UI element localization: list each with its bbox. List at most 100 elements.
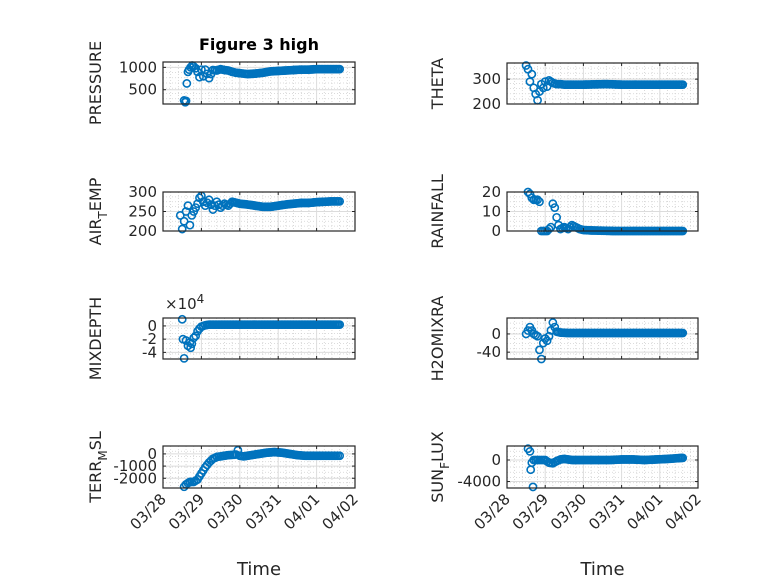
x-tick-label: 03/29 — [509, 490, 552, 533]
y-tick-label: 20 — [482, 183, 501, 201]
data-point — [231, 450, 241, 459]
data-point — [185, 220, 195, 230]
y-tick-label: 250 — [128, 203, 157, 221]
data-point — [179, 353, 189, 363]
x-axis-label: Time — [236, 559, 281, 580]
data-point — [186, 343, 196, 353]
series-air_temp — [175, 191, 345, 234]
y-axis-label: SUNFLUX — [428, 431, 452, 503]
data-point — [533, 195, 542, 205]
axes-box — [162, 317, 356, 360]
x-tick-label: 03/31 — [585, 490, 628, 533]
data-point — [678, 453, 688, 463]
subplot-h2omixra: -400 H2OMIXRA — [428, 296, 699, 382]
data-point — [175, 210, 185, 220]
y-tick-label: 1000 — [119, 58, 157, 76]
data-point — [189, 333, 199, 343]
series-sun_flux — [523, 444, 688, 492]
y-exponent-label: ×104 — [165, 292, 204, 313]
data-point — [183, 201, 193, 211]
data-point — [218, 201, 227, 211]
data-point — [193, 199, 202, 209]
series-h2omixra — [521, 318, 688, 364]
x-tick-label: 04/02 — [662, 490, 705, 533]
data-point — [527, 69, 537, 79]
axes-box — [162, 445, 356, 489]
series-pressure — [179, 61, 345, 107]
subplot-mixdepth: -4-20 ×104 MIXDEPTH — [86, 292, 356, 380]
figure-title: Figure 3 high — [199, 35, 319, 54]
y-tick-label: 500 — [128, 81, 157, 99]
x-tick-label: 03/31 — [242, 490, 285, 533]
data-point — [177, 314, 187, 324]
y-tick-label: 200 — [128, 222, 157, 240]
data-point — [678, 80, 688, 90]
x-tick-label: 03/28 — [127, 490, 170, 533]
data-point — [548, 318, 558, 327]
axes-box — [506, 317, 699, 360]
y-tick-label: 0 — [491, 222, 501, 240]
y-tick-label: 200 — [472, 95, 501, 113]
series-terr_msl — [179, 445, 345, 492]
data-point — [533, 331, 542, 341]
y-tick-label: 300 — [472, 70, 501, 88]
y-tick-label: 0 — [147, 317, 157, 335]
data-point — [179, 216, 189, 226]
data-point — [525, 446, 535, 456]
subplot-sun_flux: -4000 0 SUNFLUX 03/2803/2903/3003/3104/0104… — [428, 431, 705, 580]
data-point — [550, 203, 560, 212]
y-tick-label: 0 — [491, 325, 501, 343]
x-tick-label: 03/30 — [547, 490, 590, 533]
series-mixdepth — [177, 314, 345, 363]
data-point — [233, 445, 243, 455]
data-point — [195, 72, 204, 82]
subplot-terr_msl: -2000-10000TERRMSL03/2803/2903/3003/3104… — [86, 431, 362, 580]
y-axis-label: H2OMIXRA — [428, 296, 447, 382]
x-tick-label: 04/01 — [280, 490, 323, 533]
axes-box — [162, 61, 356, 105]
x-tick-label: 03/30 — [203, 490, 246, 533]
data-point — [528, 482, 538, 492]
axes-box — [506, 445, 699, 489]
subplot-rainfall: 010 20 RAINFALL — [428, 174, 699, 249]
data-point — [335, 451, 345, 461]
y-tick-label: -2 — [142, 330, 157, 348]
data-point — [204, 195, 214, 205]
subplot-pressure: 500 1000 PRESSURE Figure 3 high — [86, 35, 356, 125]
y-tick-label: 0 — [491, 451, 501, 469]
data-point — [177, 224, 187, 234]
x-tick-label: 03/28 — [471, 490, 514, 533]
series-theta — [521, 61, 688, 105]
data-point — [191, 331, 201, 341]
data-point — [182, 79, 192, 88]
y-axis-label: MIXDEPTH — [86, 297, 105, 380]
x-tick-label: 04/02 — [319, 490, 362, 533]
axes-box — [506, 62, 699, 105]
y-axis-label: AIRTEMP — [86, 177, 110, 245]
data-point — [335, 196, 345, 206]
y-tick-label: -40 — [477, 343, 502, 361]
x-tick-label: 03/29 — [165, 490, 208, 533]
y-tick-label: -4 — [142, 343, 157, 361]
x-axis-label: Time — [579, 559, 624, 580]
y-tick-label: 300 — [128, 183, 157, 201]
y-axis-label: THETA — [428, 58, 447, 110]
data-point — [678, 328, 688, 338]
subplot-theta: 200 300 THETA — [428, 58, 699, 113]
y-tick-label: -1000 — [113, 457, 157, 475]
y-tick-label: -4000 — [457, 473, 501, 491]
data-point — [335, 64, 345, 74]
y-tick-label: 10 — [482, 203, 501, 221]
y-axis-label: TERRMSL — [86, 431, 110, 504]
data-point — [552, 212, 562, 222]
data-point — [335, 320, 345, 330]
data-point — [535, 197, 544, 207]
y-tick-label: 0 — [147, 445, 157, 463]
y-axis-label: PRESSURE — [86, 41, 105, 125]
y-axis-label: RAINFALL — [428, 174, 447, 249]
data-point — [542, 336, 552, 346]
y-tick-label: -2000 — [113, 469, 157, 487]
x-tick-label: 04/01 — [623, 490, 666, 533]
